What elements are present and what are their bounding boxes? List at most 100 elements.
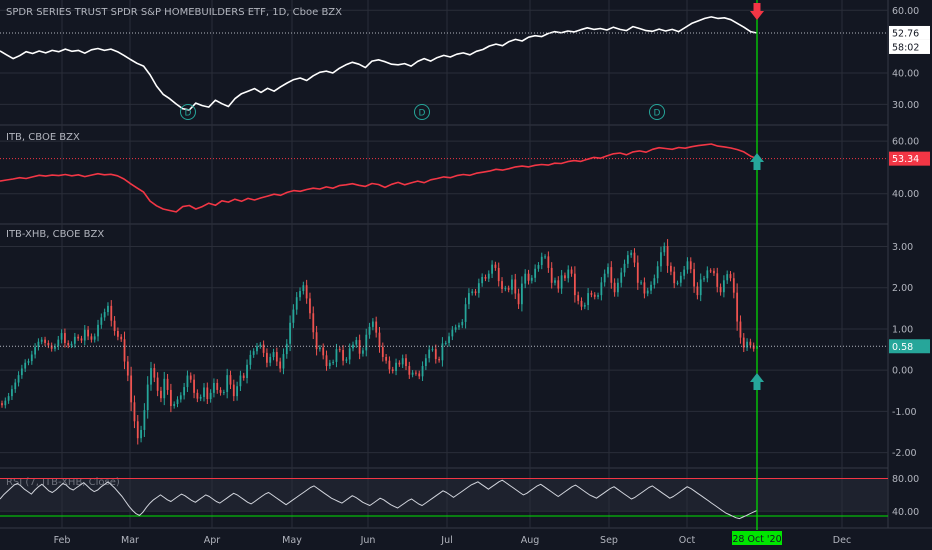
month-tick: Oct <box>679 535 696 546</box>
price-tick-rsi: 40.00 <box>892 507 919 518</box>
price-tick-spread: -2.00 <box>892 448 917 459</box>
candle-body <box>547 256 550 268</box>
pane-itb-title: ITB, CBOE BZX <box>6 132 80 143</box>
candle-body <box>1 403 3 406</box>
candle-body <box>626 255 629 264</box>
candle-body <box>246 364 248 379</box>
countdown-badge <box>889 39 930 54</box>
dividend-label: D <box>419 109 426 119</box>
candle-body <box>292 309 295 323</box>
candle-body <box>381 347 384 357</box>
pane-rsi[interactable]: RSI (7, ITB-XHB, Close) <box>0 477 888 520</box>
candle-body <box>477 283 480 294</box>
buy-arrow-icon-spread-head <box>750 373 764 382</box>
candle-body <box>471 291 474 294</box>
candle-body <box>269 356 272 363</box>
candle-body <box>656 266 659 279</box>
pane-xhb[interactable]: SPDR SERIES TRUST SPDR S&P HOMEBUILDERS … <box>0 7 758 120</box>
price-tick-itb: 60.00 <box>892 137 919 148</box>
candle-body <box>60 333 63 340</box>
price-tick-spread: 1.00 <box>892 324 913 335</box>
candle-body <box>11 389 13 397</box>
dividend-label: D <box>185 109 192 119</box>
price-tick-spread: 2.00 <box>892 283 913 294</box>
candle-body <box>428 349 431 359</box>
candle-body <box>391 369 394 371</box>
candle-body <box>514 279 517 294</box>
candle-body <box>593 294 596 297</box>
candle-body <box>395 362 397 371</box>
candle-body <box>275 352 278 362</box>
candle-body <box>567 269 570 279</box>
candle-body <box>123 339 126 362</box>
time-axis[interactable]: Feb Mar Apr May Jun Jul Aug Sep Oct Dec 28 Oct '20 <box>54 531 852 546</box>
candle-body <box>640 282 643 284</box>
candle-body <box>285 343 288 355</box>
candle-body <box>189 375 192 380</box>
candle-body <box>17 375 20 383</box>
candle-body <box>540 256 543 266</box>
candle-body <box>600 282 603 296</box>
xhb-last-badge <box>889 25 930 40</box>
candle-body <box>497 267 500 282</box>
candle-body <box>458 325 460 328</box>
candle-body <box>266 352 268 363</box>
candle-body <box>179 395 182 400</box>
candle-body <box>50 345 53 349</box>
itb-last-value: 53.34 <box>892 154 919 165</box>
candle-body <box>226 375 229 393</box>
candle-body <box>136 421 139 439</box>
candle-body <box>527 273 530 281</box>
candle-body <box>444 342 447 344</box>
candle-body <box>249 354 252 365</box>
candle-body <box>80 338 83 341</box>
candle-body <box>150 368 152 385</box>
candle-body <box>530 277 533 281</box>
candle-body <box>166 378 169 390</box>
candle-body <box>4 400 7 406</box>
price-scale[interactable]: 60.00 40.00 30.00 60.00 40.00 3.00 2.00 1.00 0.0… <box>889 6 930 518</box>
candle-body <box>537 265 540 269</box>
candle-body <box>666 246 669 266</box>
candle-body <box>193 379 195 393</box>
candle-body <box>613 282 616 293</box>
candle-body <box>199 396 202 399</box>
month-tick: May <box>282 535 302 546</box>
candle-body <box>236 386 239 397</box>
candle-body <box>554 280 556 283</box>
candle-body <box>424 358 427 367</box>
pane-spread[interactable]: ITB-XHB, CBOE BZX <box>1 229 758 445</box>
candle-body <box>719 286 722 293</box>
candle-body <box>116 331 119 337</box>
itb-last-badge <box>889 151 930 166</box>
price-tick-rsi: 80.00 <box>892 474 919 485</box>
candle-body <box>107 305 109 313</box>
candle-body <box>693 269 695 287</box>
candle-body <box>64 333 66 343</box>
price-tick-itb: 40.00 <box>892 189 919 200</box>
candle-body <box>77 336 80 339</box>
candle-body <box>256 346 258 352</box>
month-tick: Feb <box>54 535 71 546</box>
candle-body <box>557 280 560 289</box>
candle-body <box>630 252 633 256</box>
candle-body <box>100 317 103 325</box>
buy-arrow-icon-itb-head <box>750 153 764 162</box>
pane-itb[interactable]: ITB, CBOE BZX <box>0 132 758 213</box>
candle-body <box>507 288 510 290</box>
itb-line <box>0 143 758 213</box>
price-tick-xhb: 40.00 <box>892 68 919 79</box>
candle-body <box>703 278 705 280</box>
month-tick: Mar <box>121 535 139 546</box>
candle-body <box>83 329 86 341</box>
candle-body <box>696 286 699 296</box>
candle-body <box>587 293 590 306</box>
candle-body <box>683 269 686 276</box>
candle-body <box>421 366 424 377</box>
price-tick-spread: -1.00 <box>892 407 917 418</box>
xhb-last-value: 52.76 <box>892 28 919 39</box>
candle-body <box>375 321 378 333</box>
candle-body <box>746 341 748 348</box>
rsi-series <box>0 478 888 520</box>
